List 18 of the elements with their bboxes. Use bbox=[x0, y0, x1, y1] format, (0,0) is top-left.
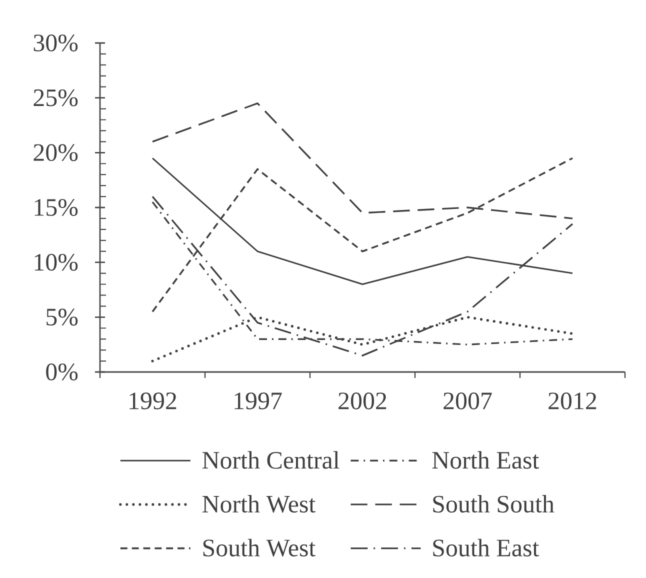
legend-label: South West bbox=[203, 538, 316, 557]
y-tick-label: 20% bbox=[34, 144, 78, 162]
y-tick-label: 30% bbox=[34, 34, 78, 52]
legend-label: North West bbox=[202, 495, 316, 513]
legend-label: North Central bbox=[202, 451, 340, 469]
x-tick-label: 1992 bbox=[130, 392, 176, 410]
y-tick-label: 5% bbox=[46, 308, 78, 326]
x-tick-label: 1997 bbox=[234, 392, 282, 410]
legend-label: North East bbox=[432, 451, 540, 469]
legend-label: South South bbox=[433, 495, 554, 513]
y-tick-label: 15% bbox=[34, 199, 78, 216]
y-tick-label: 0% bbox=[46, 364, 78, 380]
y-tick-label: 10% bbox=[34, 254, 78, 271]
x-tick-label: 2007 bbox=[444, 392, 492, 410]
x-tick-label: 2012 bbox=[548, 392, 596, 410]
legend-label: South East bbox=[433, 538, 540, 556]
y-tick-label: 25% bbox=[34, 89, 78, 106]
x-tick-label: 2002 bbox=[338, 392, 386, 410]
